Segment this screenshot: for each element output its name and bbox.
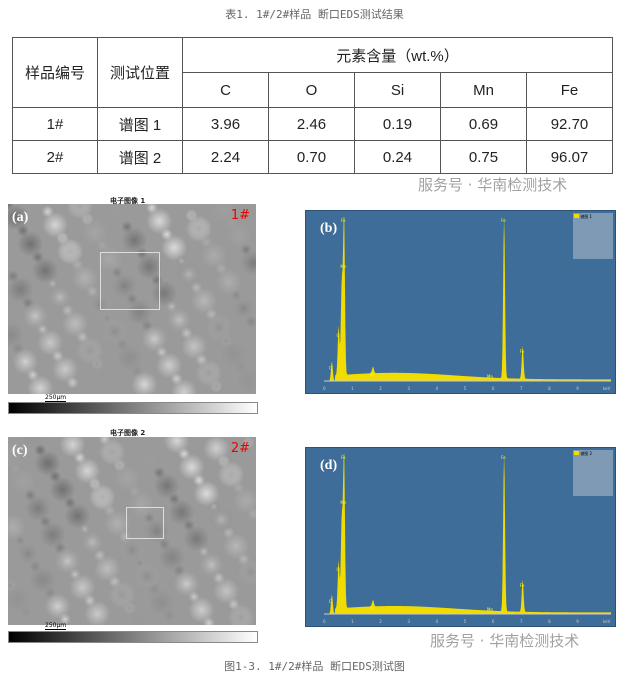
- x-tick-label: 1: [351, 386, 354, 391]
- header-element-content: 元素含量（wt.%）: [182, 37, 613, 73]
- x-tick-label: 3: [407, 386, 410, 391]
- header-mn: Mn: [440, 72, 527, 108]
- grayscale-bar: [8, 631, 258, 643]
- peak-label: Si: [370, 605, 374, 610]
- x-tick-label: 0: [323, 386, 326, 391]
- x-tick-label: 5: [464, 619, 467, 624]
- cell-value: 0.75: [440, 140, 527, 174]
- peak-label: Fe: [520, 349, 525, 354]
- legend-label: 谱图 2: [580, 451, 593, 456]
- watermark: 服务号 · 华南检测技术: [418, 176, 568, 194]
- header-fe: Fe: [526, 72, 613, 108]
- cell-position: 谱图 1: [97, 107, 183, 141]
- x-tick-label: 3: [407, 619, 410, 624]
- x-tick-label: 0: [323, 619, 326, 624]
- table-caption: 表1. 1#/2#样品 断口EDS测试结果: [225, 8, 404, 21]
- header-c: C: [182, 72, 269, 108]
- peak-label: C: [329, 366, 332, 371]
- legend: 谱图 2: [573, 450, 613, 496]
- table-row: 2# 谱图 2 2.24 0.70 0.24 0.75 96.07: [12, 140, 613, 174]
- scale-bar: 250μm: [45, 394, 67, 402]
- cell-value: 2.24: [182, 140, 269, 174]
- legend: 谱图 1: [573, 213, 613, 259]
- analysis-region: [100, 252, 160, 310]
- sem-title-1: 电子图像 1: [110, 197, 146, 205]
- table-row: 1# 谱图 1 3.96 2.46 0.19 0.69 92.70: [12, 107, 613, 141]
- eds-spectrum-1: Fe Mn O C Si Mn Fe Fe 0 1 2 3 4 5 6 7 8 9 keV (b) 谱图 1: [305, 210, 616, 394]
- cell-value: 96.07: [526, 140, 613, 174]
- sem-image-1: (a) 1#: [8, 204, 256, 394]
- peak-label: Fe: [501, 218, 506, 223]
- x-tick-label: 4: [436, 386, 439, 391]
- peak-label: Mn: [487, 607, 493, 612]
- peak-label: C: [329, 599, 332, 604]
- x-tick-label: 9: [576, 386, 579, 391]
- cell-sample: 2#: [12, 140, 98, 174]
- scale-bar: 250μm: [45, 622, 67, 630]
- header-si: Si: [354, 72, 441, 108]
- x-tick-label: 2: [379, 619, 382, 624]
- figure-caption: 图1-3. 1#/2#样品 断口EDS测试图: [224, 660, 405, 673]
- peak-label: Mn: [340, 264, 346, 269]
- spectrum-plot: Fe Mn O C Si Mn Fe Fe 0 1 2 3 4 5 6 7 8 9 keV: [323, 217, 611, 391]
- x-tick-label: 8: [548, 386, 551, 391]
- sem-title-2: 电子图像 2: [110, 429, 146, 437]
- peak-label: Fe: [501, 455, 506, 460]
- panel-label-d: (d): [320, 458, 338, 473]
- cell-value: 92.70: [526, 107, 613, 141]
- sem-image-2: (c) 2#: [8, 437, 256, 625]
- legend-label: 谱图 1: [580, 214, 593, 219]
- watermark: 服务号 · 华南检测技术: [430, 632, 580, 650]
- spectrum-trace: [324, 454, 611, 614]
- eds-spectrum-2: Fe Mn O C Si Mn Fe Fe 0 1 2 3 4 5 6 7 8 9 keV (d) 谱图 2: [305, 447, 616, 627]
- eds-results-table: 样品编号 测试位置 元素含量（wt.%） C O Si Mn Fe 1# 谱图 …: [12, 37, 613, 174]
- x-tick-label: 5: [464, 386, 467, 391]
- x-tick-label: 1: [351, 619, 354, 624]
- x-tick-label: 7: [520, 619, 523, 624]
- x-tick-label: keV: [603, 386, 611, 391]
- panel-label-c: (c): [12, 443, 28, 458]
- cell-value: 0.70: [268, 140, 355, 174]
- peak-label: Mn: [340, 500, 346, 505]
- spectrum-trace: [324, 217, 611, 381]
- grayscale-bar: [8, 402, 258, 414]
- peak-label: Mn: [487, 374, 493, 379]
- header-sample: 样品编号: [12, 37, 98, 108]
- cell-value: 0.19: [354, 107, 441, 141]
- peak-label: O: [336, 567, 339, 572]
- cell-value: 2.46: [268, 107, 355, 141]
- cell-sample: 1#: [12, 107, 98, 141]
- x-tick-label: 4: [436, 619, 439, 624]
- peak-label: Fe: [520, 583, 525, 588]
- x-tick-label: 6: [492, 619, 495, 624]
- cell-value: 0.69: [440, 107, 527, 141]
- x-tick-label: 8: [548, 619, 551, 624]
- spectrum-plot: Fe Mn O C Si Mn Fe Fe 0 1 2 3 4 5 6 7 8 9 keV: [323, 454, 611, 624]
- sample-label-2: 2#: [230, 441, 250, 456]
- cell-position: 谱图 2: [97, 140, 183, 174]
- x-tick-label: 9: [576, 619, 579, 624]
- x-tick-label: 6: [492, 386, 495, 391]
- cell-value: 0.24: [354, 140, 441, 174]
- sample-label-1: 1#: [230, 208, 250, 223]
- peak-label: O: [336, 333, 339, 338]
- panel-label-a: (a): [12, 210, 29, 225]
- header-position: 测试位置: [97, 37, 183, 108]
- x-tick-label: 2: [379, 386, 382, 391]
- panel-label-b: (b): [320, 221, 338, 236]
- header-o: O: [268, 72, 355, 108]
- analysis-region: [126, 507, 164, 539]
- peak-label: Fe: [341, 218, 346, 223]
- cell-value: 3.96: [182, 107, 269, 141]
- x-tick-label: keV: [603, 619, 611, 624]
- peak-label: Fe: [341, 455, 346, 460]
- peak-label: Si: [370, 372, 374, 377]
- x-tick-label: 7: [520, 386, 523, 391]
